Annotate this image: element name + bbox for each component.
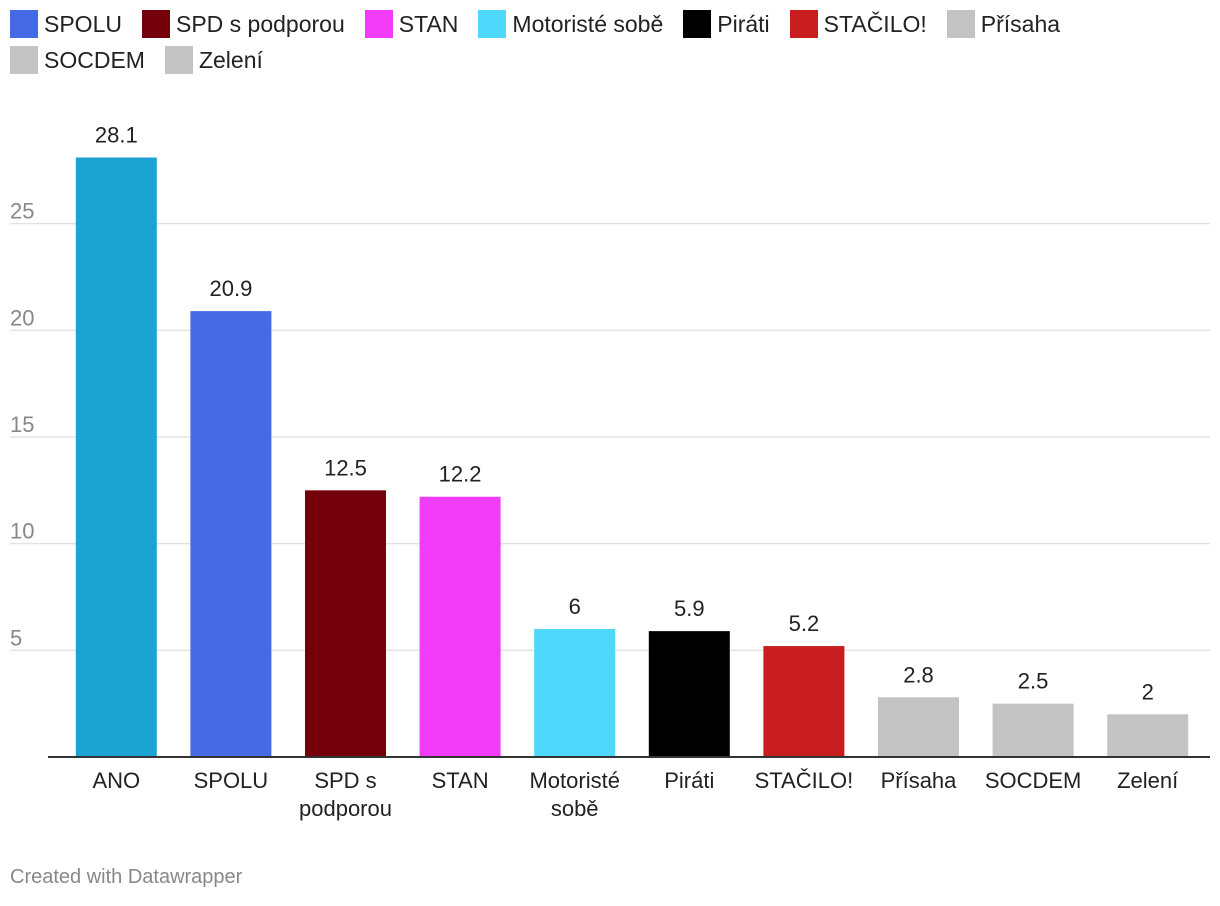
- x-tick-label: Piráti: [664, 768, 714, 793]
- bar: [75, 157, 157, 758]
- legend-label: Motoristé sobě: [512, 10, 664, 37]
- legend-label: SPOLU: [44, 10, 122, 37]
- footer-credit: Created with Datawrapper: [10, 866, 243, 888]
- y-tick-label: 25: [10, 199, 34, 224]
- legend-swatch: [141, 10, 170, 38]
- bar-value-label: 5.9: [674, 596, 705, 621]
- legend-item: Přísaha: [946, 10, 1061, 38]
- x-tick-label: SPOLU: [194, 768, 269, 793]
- y-tick-label: 10: [10, 519, 34, 544]
- bar: [190, 311, 272, 757]
- bar-value-label: 2: [1142, 679, 1154, 704]
- legend-item: STAN: [364, 10, 459, 38]
- bar: [1107, 714, 1189, 757]
- bar: [419, 496, 501, 757]
- legend-item: SOCDEM: [10, 46, 145, 74]
- legend-label: SPD s podporou: [175, 10, 345, 37]
- legend-swatch: [683, 10, 712, 38]
- bar: [648, 631, 730, 757]
- bar: [305, 490, 386, 757]
- bar-value-label: 20.9: [209, 276, 252, 301]
- legend-label: STAN: [398, 10, 459, 37]
- bar: [534, 629, 616, 757]
- x-tick-label: SPD s: [314, 768, 376, 793]
- y-tick-label: 20: [10, 305, 34, 330]
- x-tick-label: ANO: [92, 768, 140, 793]
- bar-value-label: 5.2: [789, 611, 820, 636]
- legend-item: Zelení: [164, 46, 263, 74]
- legend-swatch: [164, 46, 193, 74]
- x-tick-label: Motoristé: [529, 768, 619, 793]
- legend-swatch: [10, 10, 38, 38]
- x-tick-label: sobě: [551, 796, 599, 821]
- bar: [878, 697, 959, 757]
- legend-label: Přísaha: [980, 10, 1061, 37]
- legend-swatch: [478, 10, 507, 38]
- bar: [763, 646, 845, 757]
- legend-swatch: [364, 10, 393, 38]
- x-tick-label: podporou: [299, 796, 392, 821]
- bar-value-label: 12.5: [324, 455, 367, 480]
- bar-value-label: 2.8: [903, 662, 934, 687]
- legend-label: Piráti: [717, 10, 770, 37]
- legend-swatch: [946, 10, 975, 38]
- legend-item: STAČILO!: [789, 10, 927, 38]
- legend-swatch: [10, 46, 38, 74]
- x-tick-label: Zelení: [1117, 768, 1178, 793]
- legend-item: Motoristé sobě: [478, 10, 663, 38]
- x-tick-label: SOCDEM: [985, 768, 1082, 793]
- bar: [992, 703, 1074, 757]
- bar-value-label: 2.5: [1018, 669, 1049, 694]
- x-tick-label: STAČILO!: [755, 768, 854, 793]
- x-tick-label: STAN: [432, 768, 489, 793]
- bar-value-label: 6: [569, 594, 581, 619]
- legend-label: Zelení: [198, 46, 263, 73]
- y-tick-label: 5: [10, 625, 22, 650]
- y-tick-label: 15: [10, 412, 34, 437]
- legend-item: SPD s podporou: [141, 10, 345, 38]
- x-tick-label: Přísaha: [881, 768, 958, 793]
- legend-item: Piráti: [683, 10, 770, 38]
- legend-item: SPOLU: [10, 10, 122, 38]
- bar-value-label: 12.2: [439, 462, 482, 487]
- legend-label: STAČILO!: [823, 10, 927, 37]
- bar-value-label: 28.1: [95, 123, 138, 148]
- legend: SPOLU SPD s podporou STAN Motoristé sobě Pir…: [10, 10, 1210, 74]
- legend-swatch: [789, 10, 818, 38]
- legend-label: SOCDEM: [44, 46, 145, 73]
